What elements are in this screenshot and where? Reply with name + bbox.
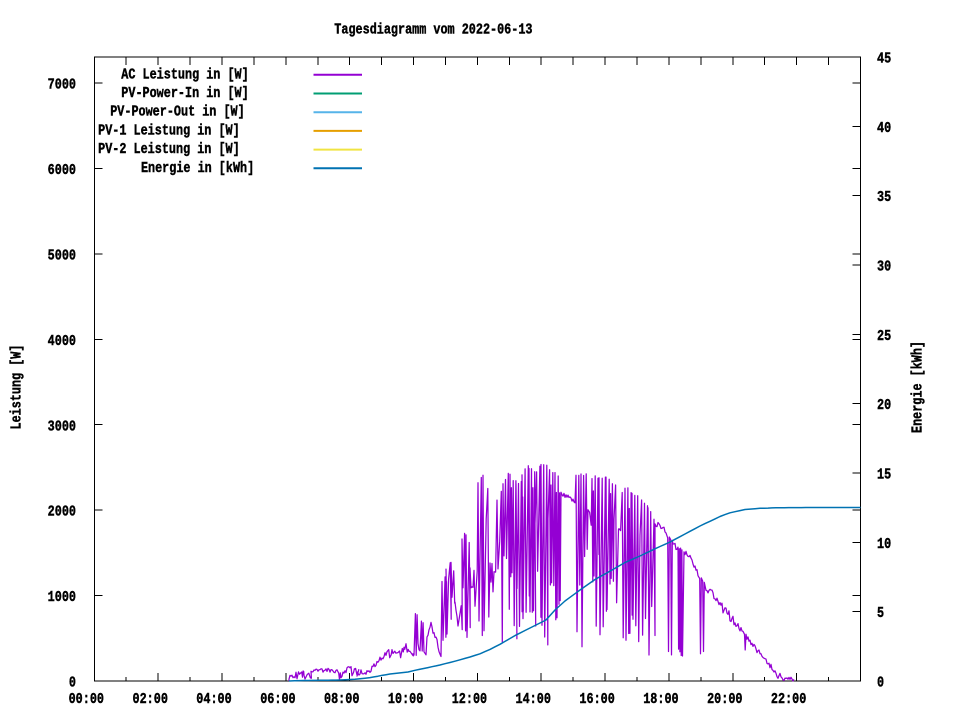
- svg-text:5: 5: [877, 605, 884, 621]
- svg-text:PV-Power-Out in [W]: PV-Power-Out in [W]: [110, 104, 244, 120]
- svg-text:10:00: 10:00: [388, 691, 423, 707]
- svg-text:Energie [kWh]: Energie [kWh]: [909, 341, 925, 433]
- svg-text:14:00: 14:00: [516, 691, 551, 707]
- svg-text:5000: 5000: [48, 247, 76, 263]
- svg-text:7000: 7000: [48, 77, 76, 93]
- svg-text:6000: 6000: [48, 162, 76, 178]
- svg-text:04:00: 04:00: [196, 691, 231, 707]
- svg-text:45: 45: [877, 51, 891, 67]
- svg-text:30: 30: [877, 259, 891, 275]
- svg-text:06:00: 06:00: [260, 691, 295, 707]
- svg-text:3000: 3000: [48, 418, 76, 434]
- svg-text:0: 0: [69, 675, 76, 691]
- svg-text:2000: 2000: [48, 504, 76, 520]
- svg-text:PV-1 Leistung in [W]: PV-1 Leistung in [W]: [98, 122, 240, 138]
- svg-text:1000: 1000: [48, 589, 76, 605]
- svg-text:Leistung [W]: Leistung [W]: [8, 345, 24, 430]
- svg-text:4000: 4000: [48, 333, 76, 349]
- svg-text:00:00: 00:00: [69, 691, 104, 707]
- svg-text:20: 20: [877, 397, 891, 413]
- svg-text:Tagesdiagramm vom 2022-06-13: Tagesdiagramm vom 2022-06-13: [334, 22, 532, 38]
- svg-text:02:00: 02:00: [133, 691, 168, 707]
- svg-text:15: 15: [877, 467, 891, 483]
- svg-text:35: 35: [877, 189, 891, 205]
- svg-text:40: 40: [877, 120, 891, 136]
- svg-text:PV-2 Leistung in [W]: PV-2 Leistung in [W]: [98, 141, 240, 157]
- svg-text:25: 25: [877, 328, 891, 344]
- svg-text:10: 10: [877, 536, 891, 552]
- svg-text:12:00: 12:00: [452, 691, 487, 707]
- svg-text:AC Leistung in [W]: AC Leistung in [W]: [121, 66, 248, 82]
- svg-text:22:00: 22:00: [771, 691, 806, 707]
- svg-text:16:00: 16:00: [579, 691, 614, 707]
- svg-text:0: 0: [877, 675, 884, 691]
- svg-text:Energie in [kWh]: Energie in [kWh]: [141, 160, 254, 176]
- svg-text:18:00: 18:00: [643, 691, 678, 707]
- svg-text:20:00: 20:00: [707, 691, 742, 707]
- svg-text:08:00: 08:00: [324, 691, 359, 707]
- svg-text:PV-Power-In in [W]: PV-Power-In in [W]: [121, 85, 248, 101]
